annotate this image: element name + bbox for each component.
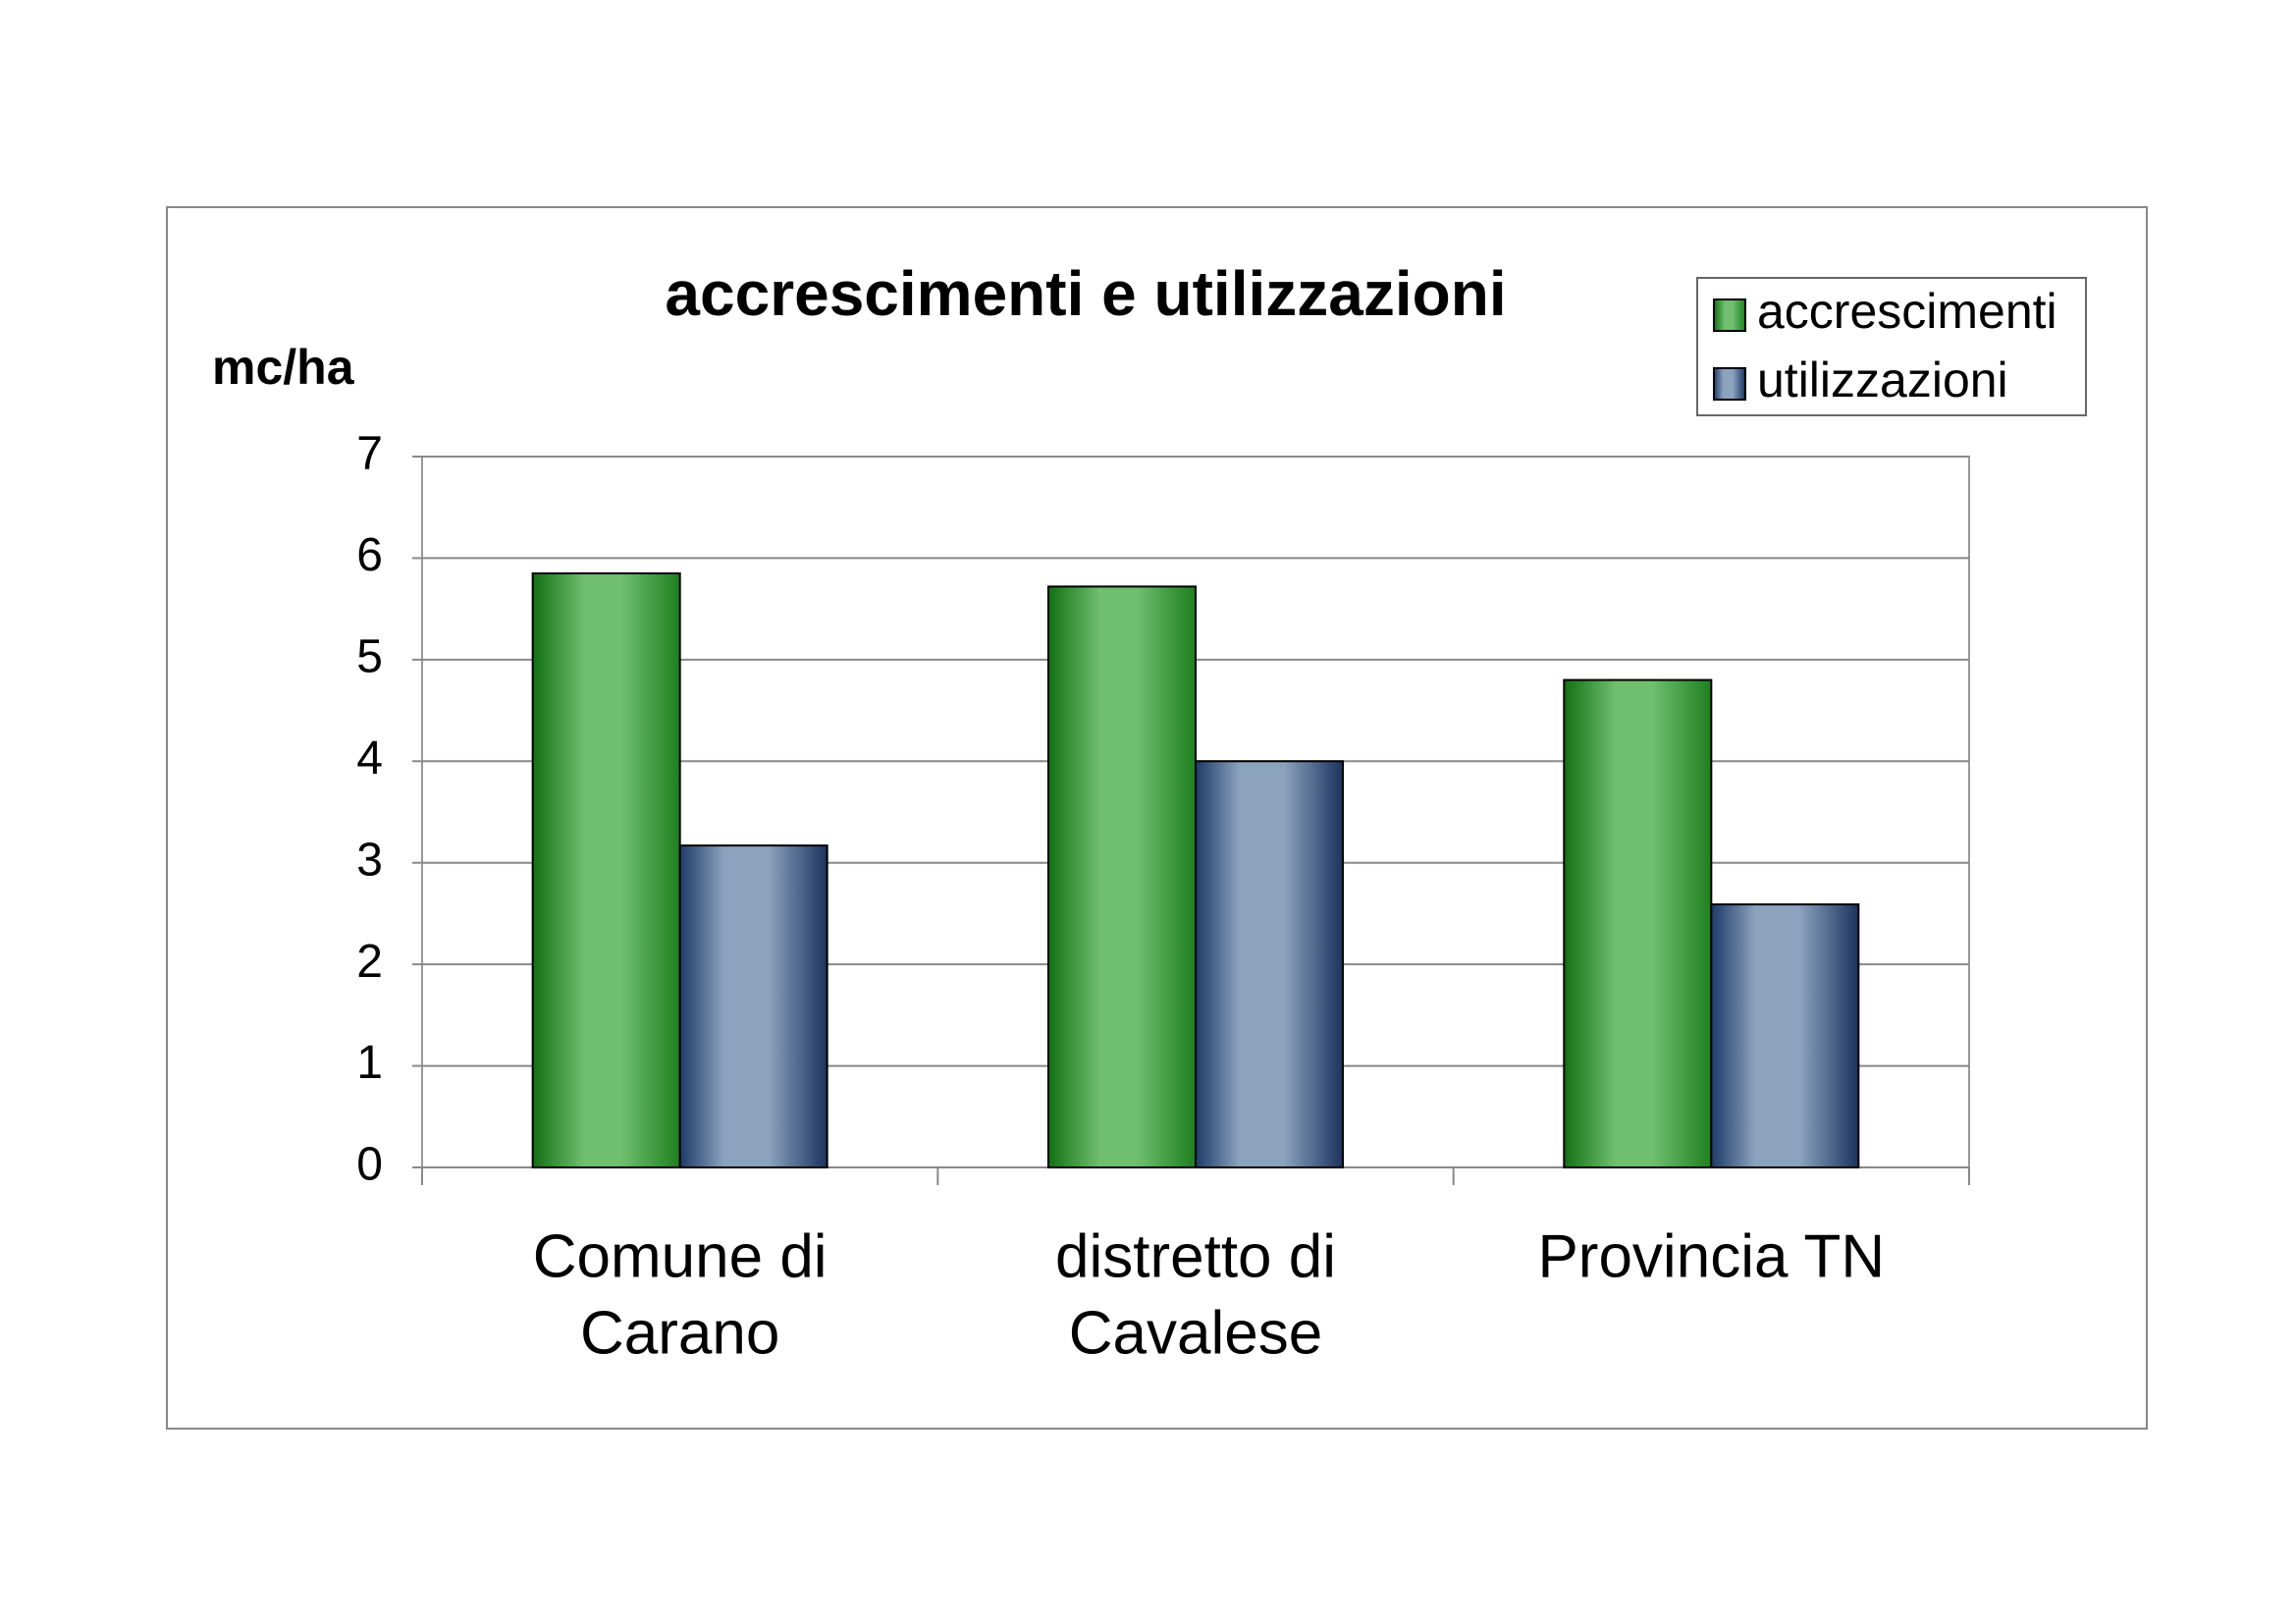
- bar: [1710, 903, 1860, 1168]
- legend-swatch: [1713, 298, 1746, 332]
- y-tick-label: 3: [356, 834, 383, 886]
- bar: [531, 571, 681, 1168]
- legend-label: accrescimenti: [1757, 284, 2057, 339]
- x-tick-label: Carano: [580, 1299, 779, 1367]
- y-tick-label: 2: [356, 936, 383, 988]
- x-tick-label: Cavalese: [1069, 1299, 1322, 1367]
- y-tick-label: 0: [356, 1139, 383, 1191]
- y-tick-label: 4: [356, 732, 383, 785]
- y-axis-label: mc/ha: [212, 340, 355, 395]
- y-tick-label: 1: [356, 1037, 383, 1089]
- x-tick-label: Comune di: [533, 1222, 828, 1290]
- legend-swatch: [1713, 367, 1746, 401]
- bar: [1047, 585, 1197, 1168]
- y-tick-label: 6: [356, 529, 383, 581]
- bar: [678, 844, 828, 1168]
- chart-title: accrescimenti e utilizzazioni: [665, 258, 1506, 329]
- bar: [1563, 678, 1713, 1168]
- legend: [1696, 277, 2087, 416]
- y-tick-label: 7: [356, 428, 383, 480]
- bar: [1195, 760, 1344, 1168]
- x-tick-label: Provincia TN: [1537, 1222, 1885, 1290]
- y-tick-label: 5: [356, 631, 383, 683]
- x-tick-label: distretto di: [1055, 1222, 1336, 1290]
- legend-label: utilizzazioni: [1757, 352, 2008, 407]
